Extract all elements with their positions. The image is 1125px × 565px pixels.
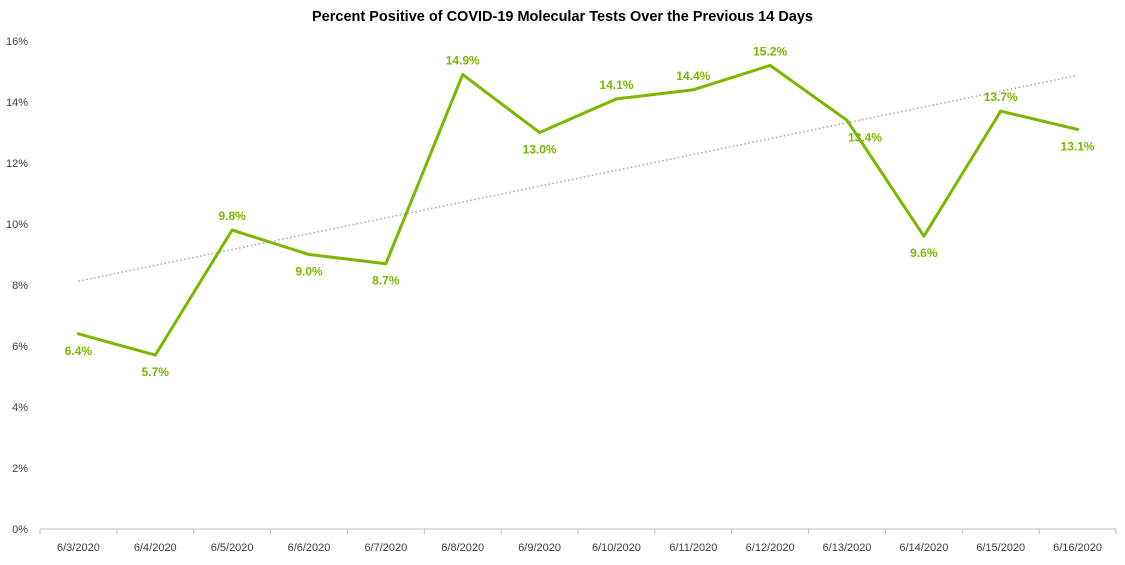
data-point [768,63,772,67]
data-label: 13.7% [984,90,1018,104]
x-tick-label: 6/5/2020 [211,542,254,554]
data-point [461,73,465,77]
y-tick-label: 10% [6,219,28,231]
data-label: 14.9% [446,54,480,68]
data-point [614,97,618,101]
x-tick-label: 6/8/2020 [441,542,484,554]
data-label: 14.4% [676,69,710,83]
y-tick-label: 6% [12,341,28,353]
x-tick-label: 6/7/2020 [364,542,407,554]
data-label: 8.7% [372,274,400,288]
data-point [1076,127,1080,131]
data-point [230,228,234,232]
data-point [538,131,542,134]
series-line [77,63,1078,357]
x-tick-label: 6/6/2020 [288,542,331,554]
data-label: 13.4% [848,130,882,144]
y-tick-label: 0% [12,524,28,536]
data-point [76,332,80,336]
y-tick-label: 16% [6,36,28,48]
data-point [922,234,926,238]
data-point [384,262,388,266]
data-label: 6.4% [65,344,93,358]
x-tick-label: 6/10/2020 [592,542,641,554]
x-tick-label: 6/13/2020 [823,542,872,554]
data-point [691,88,695,92]
y-tick-label: 4% [12,402,28,414]
data-point [153,353,157,357]
data-point [307,253,311,256]
x-tick-label: 6/14/2020 [899,542,948,554]
data-label: 14.1% [599,78,633,92]
data-label: 9.0% [295,265,323,279]
data-label: 9.6% [910,246,938,260]
data-label: 15.2% [753,44,787,58]
y-tick-label: 2% [12,463,28,475]
y-tick-label: 8% [12,280,28,292]
data-label: 5.7% [142,365,170,379]
x-tick-label: 6/11/2020 [669,542,717,554]
data-point [999,109,1003,113]
x-tick-label: 6/9/2020 [518,542,561,554]
y-tick-label: 14% [6,97,28,109]
x-tick-label: 6/12/2020 [746,542,795,554]
data-label: 13.1% [1061,139,1095,153]
data-point [845,118,849,122]
x-tick-label: 6/16/2020 [1053,542,1102,554]
x-tick-label: 6/3/2020 [57,542,100,554]
data-label: 13.0% [523,143,557,157]
x-tick-label: 6/4/2020 [134,542,177,554]
chart-title: Percent Positive of COVID-19 Molecular T… [312,9,813,25]
data-label: 9.8% [218,209,246,223]
y-tick-label: 12% [6,158,28,170]
x-tick-label: 6/15/2020 [976,542,1025,554]
